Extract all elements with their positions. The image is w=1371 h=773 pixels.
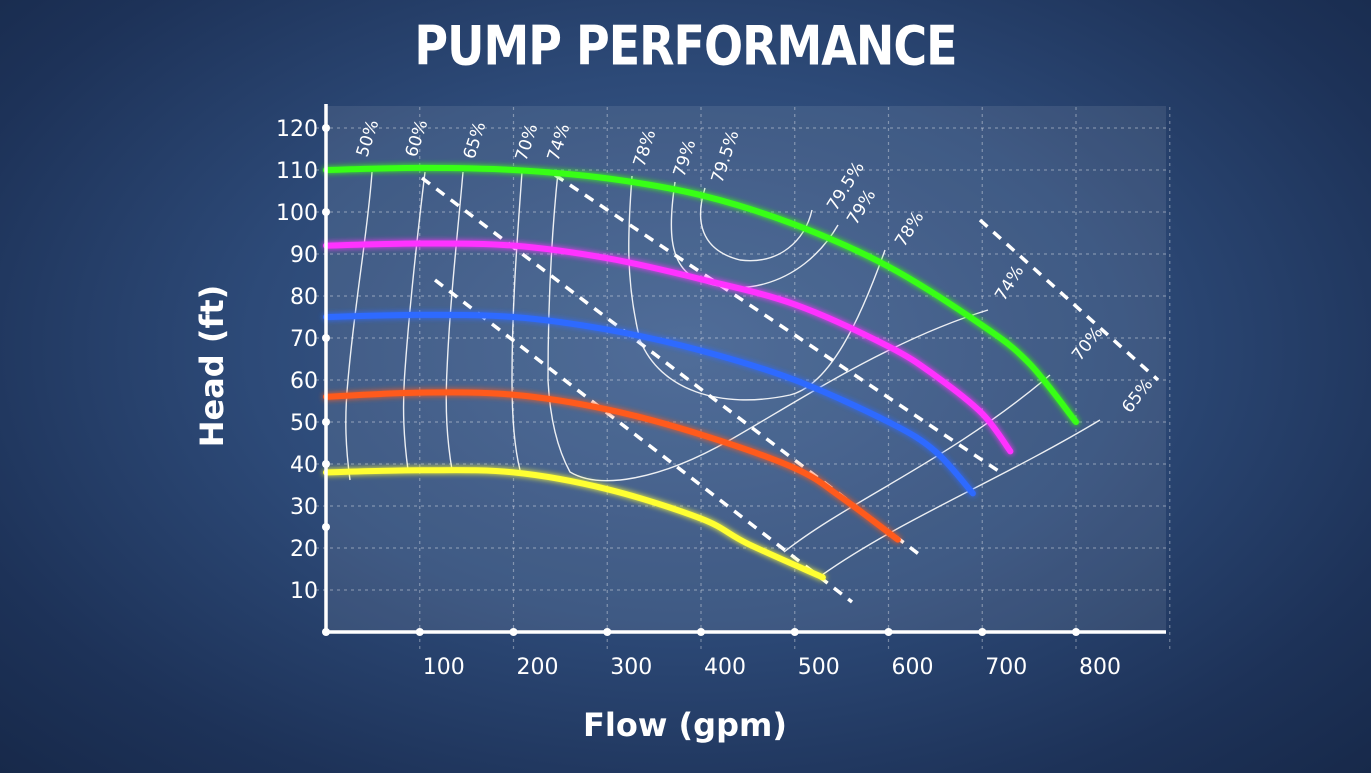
x-axis-tick-dot [509, 628, 518, 636]
axes [322, 104, 1166, 636]
x-axis-tick-dot [790, 628, 799, 636]
x-axis-tick-dot [415, 628, 424, 636]
x-axis-tick-dot [322, 628, 330, 636]
y-axis-tick-dot [322, 334, 330, 342]
head-curve-1 [323, 164, 1079, 425]
y-axis-tick-dot [322, 523, 330, 531]
npsh-lines [420, 173, 1160, 604]
y-tick-label: 110 [276, 159, 318, 184]
x-axis-tick-dot [978, 628, 987, 636]
x-axis-tick-dot [884, 628, 893, 636]
y-tick-label: 80 [290, 285, 318, 310]
y-tick-label: 40 [290, 453, 318, 478]
efficiency-contour-74 [547, 171, 989, 482]
x-axis-label: Flow (gpm) [583, 706, 787, 744]
y-tick-label: 30 [290, 495, 318, 520]
y-tick-label: 70 [290, 327, 318, 352]
x-tick-label: 100 [423, 655, 465, 680]
efficiency-contour-65 [445, 171, 464, 471]
x-tick-label: 700 [985, 655, 1027, 680]
head-curves [323, 164, 1079, 581]
y-axis-tick-dot [322, 124, 330, 132]
x-tick-label: 600 [892, 655, 934, 680]
head-curve-4 [323, 389, 901, 543]
y-axis-tick-dot [322, 418, 330, 426]
efficiency-contour-50 [345, 171, 373, 481]
x-axis-tick-dot [1072, 628, 1080, 636]
y-tick-label: 60 [290, 369, 318, 394]
x-axis-tick-dot [603, 628, 612, 636]
y-tick-label: 10 [290, 579, 318, 604]
y-tick-label: 120 [276, 117, 318, 142]
head-curve-2 [323, 240, 1014, 455]
y-axis-tick-dot [322, 460, 330, 468]
npsh-line-2 [433, 278, 854, 604]
y-tick-label: 90 [290, 243, 318, 268]
npsh-line-1 [420, 176, 922, 557]
x-tick-label: 300 [610, 655, 652, 680]
efficiency-contour-65-right [821, 419, 1101, 576]
chart-title: PUMP PERFORMANCE [414, 14, 957, 78]
plot-background [326, 106, 1166, 633]
y-tick-label: 20 [290, 537, 318, 562]
y-tick-label: 50 [290, 411, 318, 436]
x-tick-label: 200 [517, 655, 559, 680]
x-tick-label: 800 [1079, 655, 1121, 680]
npsh-line-4 [978, 218, 1160, 382]
efficiency-contour-60 [402, 171, 426, 471]
x-axis-tick-dot [697, 628, 705, 636]
tick-labels: 100 200 300 400 500 600 700 800 10 20 30 40 50 60 70 80… [276, 117, 1121, 680]
efficiency-contour-70 [511, 171, 523, 471]
efficiency-contour-70-right [783, 374, 1051, 553]
x-tick-label: 500 [798, 655, 840, 680]
y-axis-tick-dot [322, 208, 330, 216]
x-tick-label: 400 [704, 655, 746, 680]
head-curve-3 [323, 311, 976, 497]
efficiency-contour-79-5 [699, 187, 813, 262]
head-curve-5 [323, 467, 826, 581]
y-tick-label: 100 [276, 201, 318, 226]
